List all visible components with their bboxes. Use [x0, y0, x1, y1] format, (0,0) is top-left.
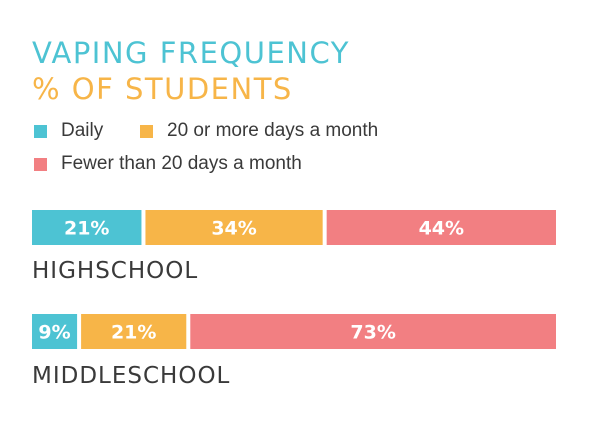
bar-segment-middleschool-fewer-than-20-days-a-month — [190, 314, 556, 349]
legend-swatch-fewer-than-20 — [34, 157, 47, 171]
bar-segment-middleschool-20-or-more-days-a-month — [81, 314, 187, 349]
bar-segment-highschool-fewer-than-20-days-a-month — [326, 210, 556, 245]
legend-label-daily: Daily — [61, 120, 104, 141]
legend-swatch-daily — [34, 124, 47, 138]
legend-swatch-20-or-more — [140, 124, 153, 138]
data-label-highschool-20-or-more-days-a-month: 34% — [211, 218, 256, 240]
data-label-highschool-fewer-than-20-days-a-month: 44% — [419, 218, 464, 240]
data-label-middleschool-daily: 9% — [38, 322, 70, 344]
legend-item-daily: Daily — [34, 120, 103, 142]
chart-subtitle: % OF STUDENTS — [32, 72, 293, 106]
bar-segment-highschool-20-or-more-days-a-month — [145, 210, 323, 245]
category-label-highschool: HIGHSCHOOL — [32, 258, 199, 284]
legend-label-fewer-than-20: Fewer than 20 days a month — [61, 153, 302, 174]
bar-segment-middleschool-daily — [32, 314, 78, 349]
legend-item-fewer-than-20: Fewer than 20 days a month — [34, 153, 302, 175]
chart-title: VAPING FREQUENCY — [32, 36, 350, 70]
data-label-middleschool-fewer-than-20-days-a-month: 73% — [350, 322, 395, 344]
data-label-middleschool-20-or-more-days-a-month: 21% — [111, 322, 156, 344]
data-label-highschool-daily: 21% — [64, 218, 109, 240]
legend-label-20-or-more: 20 or more days a month — [167, 120, 379, 141]
bar-segment-highschool-daily — [32, 210, 142, 245]
legend-item-20-or-more: 20 or more days a month — [140, 120, 378, 142]
category-label-middleschool: MIDDLESCHOOL — [32, 363, 231, 389]
